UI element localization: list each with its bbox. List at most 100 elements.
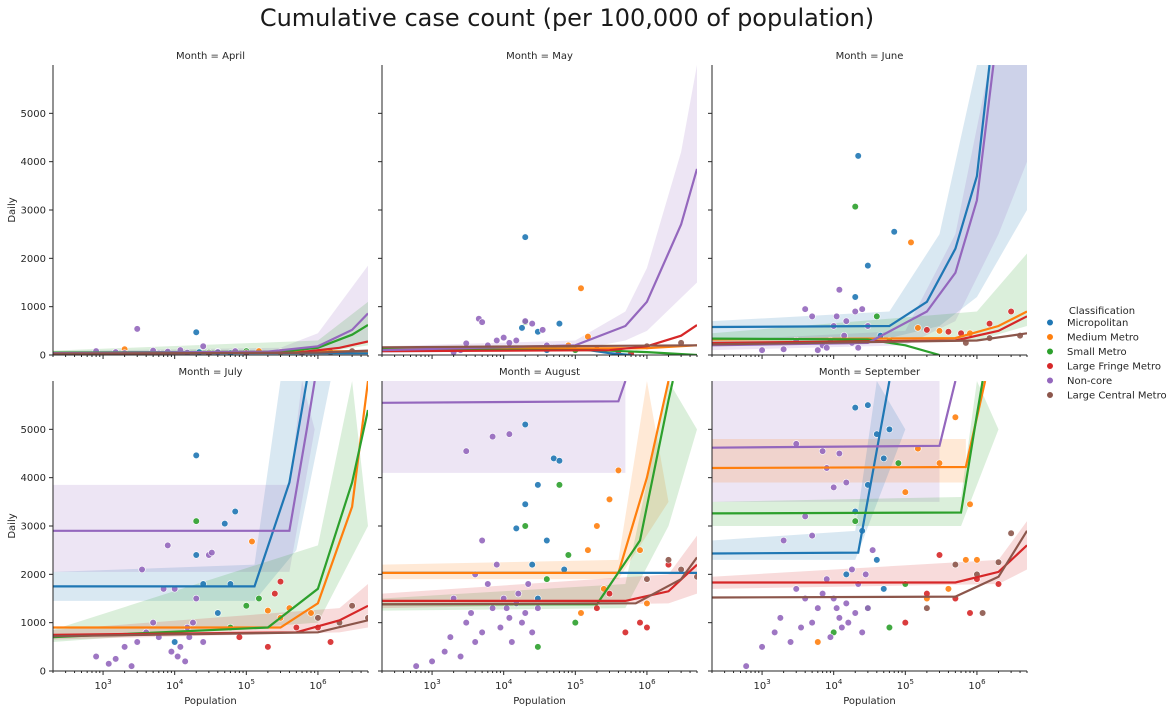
data-point [907,238,915,246]
data-point [593,522,601,530]
ci-band [712,65,1027,351]
data-point [826,633,835,641]
data-point [264,643,272,651]
data-point [518,324,526,332]
data-point [571,619,579,627]
data-point [264,606,272,615]
data-point [138,565,146,574]
ci-band [712,253,1027,343]
legend-entry: Large Fringe Metro [1067,362,1161,373]
data-point [923,604,931,612]
panel-title: Month = September [819,367,921,378]
ci-band [53,381,315,572]
data-point [864,604,872,612]
ci-band [53,381,331,601]
data-point [133,638,141,646]
y-axis-label: Daily [7,513,18,538]
data-point [528,319,536,328]
data-point [521,233,529,241]
data-point [994,558,1003,566]
data-point [208,548,216,557]
data-point [835,449,843,458]
ci-band [382,65,697,354]
data-point [830,483,838,491]
data-point [901,488,909,496]
panel-title: Month = April [176,51,245,62]
data-point [851,609,859,617]
fit-line [712,544,1027,584]
data-point [488,432,497,441]
data-point [935,459,944,467]
data-point [292,623,300,632]
data-point [901,619,909,627]
data-point [818,447,827,455]
data-point [842,478,850,487]
ci-band [53,381,368,642]
data-point [842,570,850,578]
data-point [242,602,250,610]
panel-grid: Month = April010002000300040005000DailyM… [7,51,1028,707]
data-point [780,536,788,545]
data-point [605,495,614,504]
fit-line [53,409,368,639]
panel-5: Month = August 103 104 105 106 Population [378,367,698,707]
panel-6: Month = September 103 104 105 106 Population [708,367,1028,707]
data-point [838,623,846,632]
data-point [271,590,279,598]
data-point [133,325,141,333]
data-point [493,336,501,345]
fit-line [382,381,670,574]
y-tick-label: 4000 [21,157,46,168]
data-point [894,459,902,467]
data-point [636,546,644,554]
data-point [869,546,877,554]
data-point [456,652,465,661]
ci-band [382,381,626,473]
fit-line [712,381,891,555]
data-point [508,638,516,646]
data-point [584,546,592,554]
data-point [314,614,322,622]
data-point [505,614,513,622]
data-point [885,623,894,632]
data-point [994,580,1003,588]
data-point [181,657,189,665]
data-point [818,590,827,598]
data-point [771,628,779,636]
legend: Classification Micropolitan Medium Metro S… [1046,306,1167,402]
data-point [844,619,852,627]
data-point [235,633,243,641]
legend-marker [1046,376,1054,385]
panel-title: Month = June [836,51,904,62]
x-tick-label: 103 [423,678,440,692]
data-point [307,609,315,617]
data-point [231,507,239,516]
x-tick-label: 104 [495,678,513,692]
data-point [176,643,184,651]
data-point [521,420,529,429]
data-point [851,293,859,301]
plot-area [382,381,697,670]
data-point [864,401,872,409]
data-point [801,305,809,313]
data-point [577,284,585,292]
data-point [512,336,520,345]
data-point [862,570,870,578]
panel-4: Month = July 0 1000 2000 3000 4000 5000 103 104 1… [7,367,369,707]
x-tick-label: 106 [968,678,986,692]
data-point [643,575,651,583]
data-point [851,307,859,316]
ci-band [712,381,940,502]
data-point [192,594,200,603]
y-tick-label: 5000 [21,425,46,436]
y-tick-label: 3000 [21,522,46,533]
data-point [890,228,898,236]
data-point [885,425,894,433]
data-point [814,604,822,612]
x-tick-label: 104 [166,678,184,692]
data-point [276,577,285,586]
data-point [935,551,944,559]
data-point [833,604,841,612]
plot-area [712,381,1027,670]
legend-marker [1046,347,1054,356]
